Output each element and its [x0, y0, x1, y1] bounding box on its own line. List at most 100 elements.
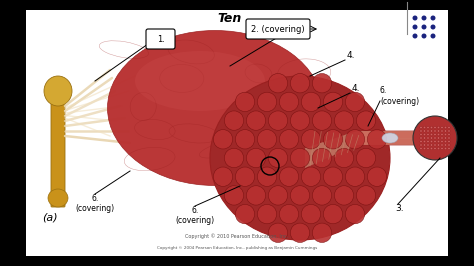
Ellipse shape	[312, 223, 332, 243]
Ellipse shape	[434, 144, 436, 146]
Ellipse shape	[445, 137, 447, 139]
Ellipse shape	[224, 111, 244, 130]
Text: 4.: 4.	[347, 51, 356, 60]
Ellipse shape	[434, 140, 436, 143]
Ellipse shape	[312, 148, 332, 168]
Text: 6.
(covering): 6. (covering)	[175, 206, 215, 225]
Ellipse shape	[279, 130, 299, 149]
Ellipse shape	[445, 147, 447, 149]
Text: 4.: 4.	[352, 84, 361, 93]
Ellipse shape	[279, 167, 299, 186]
Ellipse shape	[427, 126, 429, 128]
Bar	[26, 10, 448, 256]
Text: Ten: Ten	[218, 11, 242, 24]
Ellipse shape	[246, 111, 266, 130]
Ellipse shape	[346, 167, 365, 186]
Ellipse shape	[434, 126, 436, 128]
Ellipse shape	[235, 130, 255, 149]
Ellipse shape	[438, 126, 439, 128]
Ellipse shape	[412, 15, 418, 20]
Ellipse shape	[420, 134, 422, 136]
Ellipse shape	[367, 167, 387, 186]
Ellipse shape	[448, 137, 450, 139]
Ellipse shape	[430, 140, 433, 143]
Ellipse shape	[445, 140, 447, 143]
Ellipse shape	[430, 147, 433, 149]
Ellipse shape	[423, 140, 426, 143]
Ellipse shape	[427, 137, 429, 139]
Ellipse shape	[430, 15, 436, 20]
Ellipse shape	[312, 186, 332, 205]
Ellipse shape	[438, 130, 439, 132]
Ellipse shape	[448, 140, 450, 143]
Ellipse shape	[448, 130, 450, 132]
Ellipse shape	[213, 130, 233, 149]
Ellipse shape	[430, 144, 433, 146]
Ellipse shape	[434, 130, 436, 132]
Ellipse shape	[224, 186, 244, 205]
Ellipse shape	[441, 140, 443, 143]
Ellipse shape	[301, 92, 321, 111]
Ellipse shape	[235, 204, 255, 224]
Ellipse shape	[235, 167, 255, 186]
Ellipse shape	[323, 167, 343, 186]
Ellipse shape	[290, 148, 310, 168]
Ellipse shape	[448, 126, 450, 128]
Ellipse shape	[420, 126, 422, 128]
Ellipse shape	[427, 140, 429, 143]
Ellipse shape	[423, 126, 426, 128]
Ellipse shape	[356, 111, 376, 130]
Ellipse shape	[430, 34, 436, 39]
Text: 6.
(covering): 6. (covering)	[75, 194, 115, 213]
Ellipse shape	[434, 134, 436, 136]
Ellipse shape	[257, 130, 277, 149]
Ellipse shape	[427, 144, 429, 146]
Ellipse shape	[441, 137, 443, 139]
Ellipse shape	[257, 167, 277, 186]
Ellipse shape	[290, 111, 310, 130]
Ellipse shape	[438, 144, 439, 146]
Ellipse shape	[421, 34, 427, 39]
Ellipse shape	[438, 140, 439, 143]
Polygon shape	[305, 131, 420, 168]
Ellipse shape	[268, 111, 288, 130]
Ellipse shape	[438, 147, 439, 149]
Ellipse shape	[420, 147, 422, 149]
Ellipse shape	[423, 134, 426, 136]
Ellipse shape	[427, 147, 429, 149]
Ellipse shape	[412, 24, 418, 30]
Ellipse shape	[430, 130, 433, 132]
Ellipse shape	[448, 144, 450, 146]
Ellipse shape	[441, 130, 443, 132]
Ellipse shape	[382, 133, 398, 143]
Ellipse shape	[441, 134, 443, 136]
Text: Copyright © 2010 Pearson Education, Inc.: Copyright © 2010 Pearson Education, Inc.	[185, 233, 289, 239]
Ellipse shape	[420, 137, 422, 139]
Ellipse shape	[448, 134, 450, 136]
Ellipse shape	[423, 130, 426, 132]
Ellipse shape	[135, 51, 265, 111]
Polygon shape	[355, 131, 435, 145]
Ellipse shape	[323, 92, 343, 111]
Ellipse shape	[210, 76, 390, 240]
Ellipse shape	[420, 130, 422, 132]
Ellipse shape	[323, 130, 343, 149]
Ellipse shape	[44, 76, 72, 106]
Ellipse shape	[268, 223, 288, 243]
Ellipse shape	[423, 137, 426, 139]
Ellipse shape	[312, 73, 332, 93]
Ellipse shape	[301, 204, 321, 224]
Ellipse shape	[290, 223, 310, 243]
Ellipse shape	[346, 92, 365, 111]
Ellipse shape	[445, 130, 447, 132]
Ellipse shape	[268, 186, 288, 205]
Ellipse shape	[423, 147, 426, 149]
Ellipse shape	[108, 31, 322, 185]
FancyBboxPatch shape	[246, 19, 310, 39]
Ellipse shape	[290, 186, 310, 205]
Ellipse shape	[346, 204, 365, 224]
FancyBboxPatch shape	[146, 29, 175, 49]
Ellipse shape	[430, 134, 433, 136]
Ellipse shape	[334, 186, 354, 205]
Ellipse shape	[427, 134, 429, 136]
